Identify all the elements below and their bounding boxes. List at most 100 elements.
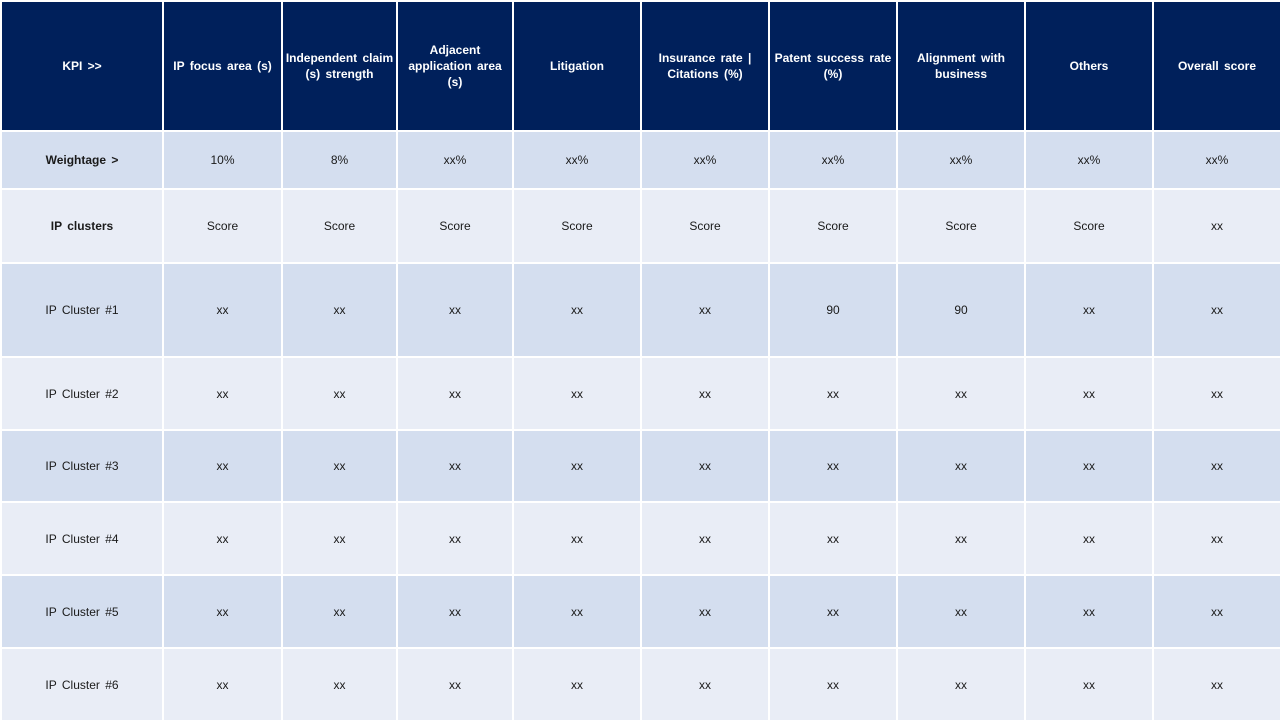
table-cell: xx [641, 648, 769, 721]
table-cell: xx [897, 502, 1025, 575]
table-cell: xx [513, 502, 641, 575]
table-cell: xx [897, 357, 1025, 430]
table-cell: xx [1025, 502, 1153, 575]
weightage-cell: xx% [513, 131, 641, 189]
header-adjacent-application-area: Adjacent application area (s) [397, 1, 513, 131]
table-cell: xx [897, 648, 1025, 721]
table-row: IP Cluster #2 xx xx xx xx xx xx xx xx xx [1, 357, 1280, 430]
table-cell: xx [897, 430, 1025, 502]
table-cell: xx [1153, 648, 1280, 721]
table-cell: xx [282, 575, 397, 648]
header-row: KPI >> IP focus area (s) Independent cla… [1, 1, 1280, 131]
table-cell: xx [1153, 357, 1280, 430]
table-cell: xx [163, 357, 282, 430]
weightage-cell: xx% [897, 131, 1025, 189]
table-row: IP Cluster #6 xx xx xx xx xx xx xx xx xx [1, 648, 1280, 721]
score-cell: Score [769, 189, 897, 263]
table-cell: xx [513, 648, 641, 721]
table-cell: xx [1153, 575, 1280, 648]
ip-clusters-row: IP clusters Score Score Score Score Scor… [1, 189, 1280, 263]
header-independent-claim-strength: Independent claim (s) strength [282, 1, 397, 131]
weightage-cell: xx% [1025, 131, 1153, 189]
header-overall-score: Overall score [1153, 1, 1280, 131]
header-insurance-rate-citations: Insurance rate | Citations (%) [641, 1, 769, 131]
table-cell: xx [1153, 430, 1280, 502]
table-cell: xx [163, 430, 282, 502]
table-cell: xx [769, 357, 897, 430]
table-row: IP Cluster #1 xx xx xx xx xx 90 90 xx xx [1, 263, 1280, 357]
weightage-cell: xx% [641, 131, 769, 189]
header-litigation: Litigation [513, 1, 641, 131]
table-cell: xx [769, 502, 897, 575]
table-cell: xx [397, 357, 513, 430]
table-cell: xx [769, 575, 897, 648]
row-label: IP Cluster #1 [1, 263, 163, 357]
table-cell: xx [513, 263, 641, 357]
table-cell: xx [282, 263, 397, 357]
table-cell: xx [163, 502, 282, 575]
table-cell: xx [282, 357, 397, 430]
row-label: IP Cluster #4 [1, 502, 163, 575]
table-cell: xx [641, 263, 769, 357]
row-label: IP Cluster #2 [1, 357, 163, 430]
table-cell: xx [397, 575, 513, 648]
table-cell: xx [282, 430, 397, 502]
score-cell: xx [1153, 189, 1280, 263]
header-alignment-with-business: Alignment with business [897, 1, 1025, 131]
table-row: IP Cluster #3 xx xx xx xx xx xx xx xx xx [1, 430, 1280, 502]
table-cell: xx [641, 575, 769, 648]
weightage-cell: xx% [769, 131, 897, 189]
table-cell: xx [1025, 263, 1153, 357]
score-cell: Score [513, 189, 641, 263]
weightage-cell: xx% [1153, 131, 1280, 189]
table-cell: xx [641, 502, 769, 575]
table-cell: 90 [897, 263, 1025, 357]
table-cell: xx [641, 430, 769, 502]
score-cell: Score [897, 189, 1025, 263]
table-cell: xx [513, 357, 641, 430]
row-label: IP Cluster #3 [1, 430, 163, 502]
table-cell: xx [897, 575, 1025, 648]
table-cell: xx [397, 502, 513, 575]
table-cell: xx [1025, 575, 1153, 648]
score-cell: Score [282, 189, 397, 263]
score-cell: Score [641, 189, 769, 263]
table-cell: xx [282, 502, 397, 575]
table-cell: xx [1025, 357, 1153, 430]
table-cell: xx [641, 357, 769, 430]
table-cell: 90 [769, 263, 897, 357]
header-ip-focus-area: IP focus area (s) [163, 1, 282, 131]
score-cell: Score [163, 189, 282, 263]
weightage-row: Weightage > 10% 8% xx% xx% xx% xx% xx% x… [1, 131, 1280, 189]
table-cell: xx [1153, 263, 1280, 357]
row-label: IP Cluster #6 [1, 648, 163, 721]
weightage-cell: xx% [397, 131, 513, 189]
table-cell: xx [513, 575, 641, 648]
row-label: IP Cluster #5 [1, 575, 163, 648]
table-cell: xx [1025, 648, 1153, 721]
table-cell: xx [1025, 430, 1153, 502]
table-cell: xx [163, 263, 282, 357]
score-cell: Score [1025, 189, 1153, 263]
table-cell: xx [397, 263, 513, 357]
table-cell: xx [397, 648, 513, 721]
table-cell: xx [163, 648, 282, 721]
table-cell: xx [769, 648, 897, 721]
weightage-label: Weightage > [1, 131, 163, 189]
table-cell: xx [282, 648, 397, 721]
score-cell: Score [397, 189, 513, 263]
table-row: IP Cluster #4 xx xx xx xx xx xx xx xx xx [1, 502, 1280, 575]
table-cell: xx [397, 430, 513, 502]
table-cell: xx [1153, 502, 1280, 575]
ip-clusters-label: IP clusters [1, 189, 163, 263]
table-row: IP Cluster #5 xx xx xx xx xx xx xx xx xx [1, 575, 1280, 648]
weightage-cell: 10% [163, 131, 282, 189]
table-cell: xx [513, 430, 641, 502]
table-cell: xx [769, 430, 897, 502]
header-others: Others [1025, 1, 1153, 131]
weightage-cell: 8% [282, 131, 397, 189]
kpi-header-corner: KPI >> [1, 1, 163, 131]
table-cell: xx [163, 575, 282, 648]
header-patent-success-rate: Patent success rate (%) [769, 1, 897, 131]
